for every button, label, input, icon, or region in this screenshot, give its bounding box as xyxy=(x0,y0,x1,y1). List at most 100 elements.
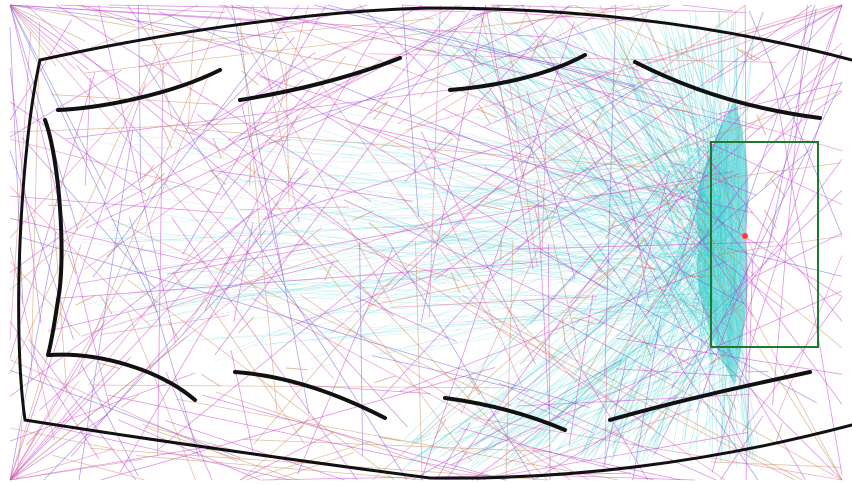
scatter-ray xyxy=(185,128,648,168)
arrow-fragment xyxy=(740,49,761,61)
teal-ray xyxy=(344,149,740,301)
teal-ray xyxy=(512,26,721,141)
scatter-ray xyxy=(485,4,534,270)
teal-ray xyxy=(159,183,714,280)
teal-ray xyxy=(525,289,735,341)
scatter-ray xyxy=(532,447,681,481)
teal-ray xyxy=(551,140,706,195)
scatter-ray xyxy=(239,431,334,481)
scatter-ray xyxy=(52,454,145,481)
scatter-ray xyxy=(9,72,96,359)
teal-ray xyxy=(527,47,702,245)
teal-ray xyxy=(274,208,725,282)
teal-ray xyxy=(619,44,714,355)
scatter-ray xyxy=(476,432,748,481)
scatter-ray xyxy=(490,4,747,13)
arrow-fragment xyxy=(709,350,729,365)
teal-ray xyxy=(462,295,740,323)
teal-ray xyxy=(523,29,704,205)
scatter-ray xyxy=(772,4,808,406)
scatter-ray xyxy=(258,75,535,159)
scatter-ray xyxy=(9,186,151,327)
arrow-fragment xyxy=(735,47,755,62)
scatter-ray xyxy=(60,4,225,13)
scatter-ray xyxy=(9,244,144,481)
arrow-fragment xyxy=(212,137,222,159)
scatter-ray xyxy=(239,4,671,140)
arrow-fragment xyxy=(482,204,504,211)
teal-ray xyxy=(671,18,723,129)
scatter-ray xyxy=(204,297,305,445)
teal-ray xyxy=(76,212,719,241)
scatter-ray xyxy=(310,232,548,481)
reflector-wall xyxy=(56,68,222,112)
teal-ray xyxy=(107,209,711,244)
teal-ray xyxy=(442,229,738,457)
scatter-ray xyxy=(192,132,655,430)
scatter-ray xyxy=(9,4,77,70)
teal-focus-region xyxy=(696,100,749,385)
scatter-ray xyxy=(399,260,729,392)
teal-ray xyxy=(482,41,714,340)
scatter-ray xyxy=(9,101,147,195)
arrow-fragment xyxy=(530,40,540,62)
teal-ray xyxy=(482,352,703,441)
scatter-ray xyxy=(43,194,317,481)
scatter-ray xyxy=(628,42,843,238)
scatter-ray xyxy=(440,99,662,221)
teal-ray xyxy=(463,30,720,209)
scatter-ray xyxy=(107,394,506,481)
teal-ray xyxy=(146,193,748,322)
teal-ray xyxy=(580,200,710,357)
scatter-ray xyxy=(263,4,494,323)
scatter-ray xyxy=(418,150,523,387)
scatter-ray xyxy=(101,314,230,335)
teal-ray xyxy=(536,342,733,447)
teal-ray xyxy=(493,17,706,194)
scatter-ray xyxy=(415,241,423,481)
scatter-ray xyxy=(356,247,461,282)
arrow-fragment xyxy=(174,128,196,136)
scatter-ray xyxy=(9,4,219,149)
scatter-ray xyxy=(92,4,300,278)
arrow-fragment xyxy=(466,50,484,67)
teal-ray xyxy=(417,43,724,206)
scatter-ray xyxy=(142,424,238,452)
teal-ray xyxy=(481,34,729,229)
teal-ray xyxy=(156,266,747,326)
teal-ray xyxy=(438,19,741,220)
scatter-ray xyxy=(609,190,843,411)
teal-ray xyxy=(639,351,702,463)
teal-ray xyxy=(706,37,713,139)
scatter-ray xyxy=(9,27,24,304)
teal-ray xyxy=(620,10,706,167)
scatter-ray xyxy=(630,374,696,451)
arrow-fragment xyxy=(669,107,691,113)
teal-ray xyxy=(310,268,743,370)
arrow-fragment xyxy=(75,294,96,306)
teal-ray xyxy=(564,142,729,231)
scatter-ray xyxy=(25,4,395,317)
arrow-fragment xyxy=(561,318,566,341)
scatter-ray xyxy=(30,21,41,381)
teal-ray xyxy=(568,43,714,138)
arrow-fragment xyxy=(294,417,310,435)
outer-hull-wall xyxy=(17,58,852,480)
teal-ray xyxy=(430,290,702,463)
arrow-fragment xyxy=(442,127,461,142)
teal-ray xyxy=(641,374,728,448)
arrow-fragment xyxy=(763,209,777,229)
teal-ray xyxy=(406,229,728,465)
teal-ray xyxy=(589,155,721,319)
target-box xyxy=(710,141,819,348)
scatter-ray xyxy=(539,251,817,404)
scatter-ray xyxy=(212,169,413,202)
teal-ray xyxy=(624,185,703,446)
arrow-fragment xyxy=(592,268,612,283)
arrow-fragment xyxy=(467,375,481,396)
teal-ray xyxy=(301,160,748,174)
scatter-ray xyxy=(214,4,475,356)
scatter-ray xyxy=(196,113,430,295)
scatter-ray xyxy=(127,4,182,83)
